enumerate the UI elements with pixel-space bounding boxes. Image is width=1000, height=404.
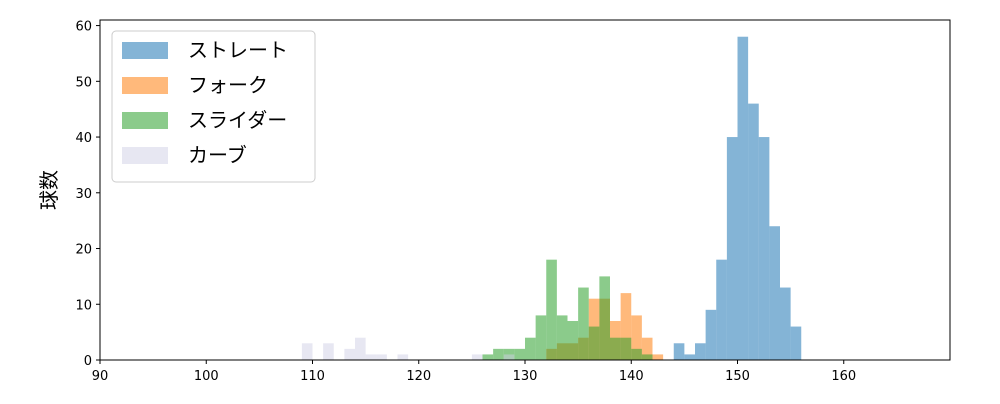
bar-スライダー	[514, 348, 525, 360]
bar-ストレート	[695, 343, 706, 360]
bar-カーブ	[355, 337, 366, 360]
bar-フォーク	[620, 293, 632, 360]
bar-スライダー	[567, 320, 579, 360]
bar-カーブ	[344, 348, 355, 360]
legend-label: スライダー	[188, 108, 287, 132]
y-axis-label: 球数	[37, 170, 61, 210]
bar-スライダー	[525, 337, 536, 360]
bar-スライダー	[610, 337, 621, 360]
bar-ストレート	[726, 137, 738, 360]
bar-フォーク	[631, 315, 642, 360]
bar-スライダー	[631, 348, 642, 360]
bar-カーブ	[301, 343, 313, 360]
bar-ストレート	[705, 309, 717, 360]
bar-スライダー	[588, 326, 600, 360]
y-tick-label: 50	[75, 75, 92, 90]
bar-カーブ	[471, 354, 483, 360]
x-tick-label: 140	[619, 369, 644, 384]
bar-ストレート	[748, 103, 759, 360]
bar-フォーク	[641, 337, 653, 360]
bar-ストレート	[758, 137, 770, 360]
legend-swatch	[122, 112, 168, 129]
legend-label: ストレート	[188, 38, 288, 62]
bar-フォーク	[652, 354, 664, 360]
y-tick-label: 20	[75, 243, 92, 258]
x-tick-label: 120	[406, 369, 431, 384]
bar-スライダー	[503, 348, 515, 360]
y-tick-label: 10	[75, 298, 92, 313]
y-tick-label: 30	[75, 187, 92, 202]
bar-カーブ	[376, 354, 387, 360]
x-tick-label: 160	[831, 369, 856, 384]
x-tick-label: 110	[300, 369, 325, 384]
bar-スライダー	[620, 337, 632, 360]
x-tick-label: 130	[513, 369, 538, 384]
bar-ストレート	[737, 36, 749, 360]
bar-ストレート	[769, 226, 780, 360]
bar-ストレート	[684, 354, 695, 360]
bar-カーブ	[397, 354, 409, 360]
legend-box	[111, 30, 316, 183]
bar-スライダー	[493, 348, 504, 360]
bar-ストレート	[716, 259, 727, 360]
y-tick-label: 0	[84, 354, 92, 369]
bar-カーブ	[503, 354, 515, 360]
legend-label: カーブ	[188, 143, 247, 167]
x-tick-label: 90	[92, 369, 109, 384]
x-tick-label: 100	[194, 369, 219, 384]
bar-カーブ	[323, 343, 334, 360]
bar-スライダー	[535, 315, 547, 360]
bar-スライダー	[578, 287, 589, 360]
legend-swatch	[122, 77, 168, 94]
bar-スライダー	[546, 259, 557, 360]
bar-カーブ	[365, 354, 377, 360]
bar-ストレート	[780, 287, 791, 360]
bar-スライダー	[482, 354, 494, 360]
bar-スライダー	[599, 276, 610, 360]
bar-スライダー	[556, 315, 568, 360]
legend-swatch	[122, 42, 168, 59]
x-tick-label: 150	[725, 369, 750, 384]
legend-swatch	[122, 147, 168, 164]
y-tick-label: 40	[75, 131, 92, 146]
legend-label: フォーク	[188, 73, 268, 97]
bar-スライダー	[641, 354, 653, 360]
bar-ストレート	[673, 343, 685, 360]
bar-ストレート	[790, 326, 802, 360]
y-tick-label: 60	[75, 20, 92, 35]
